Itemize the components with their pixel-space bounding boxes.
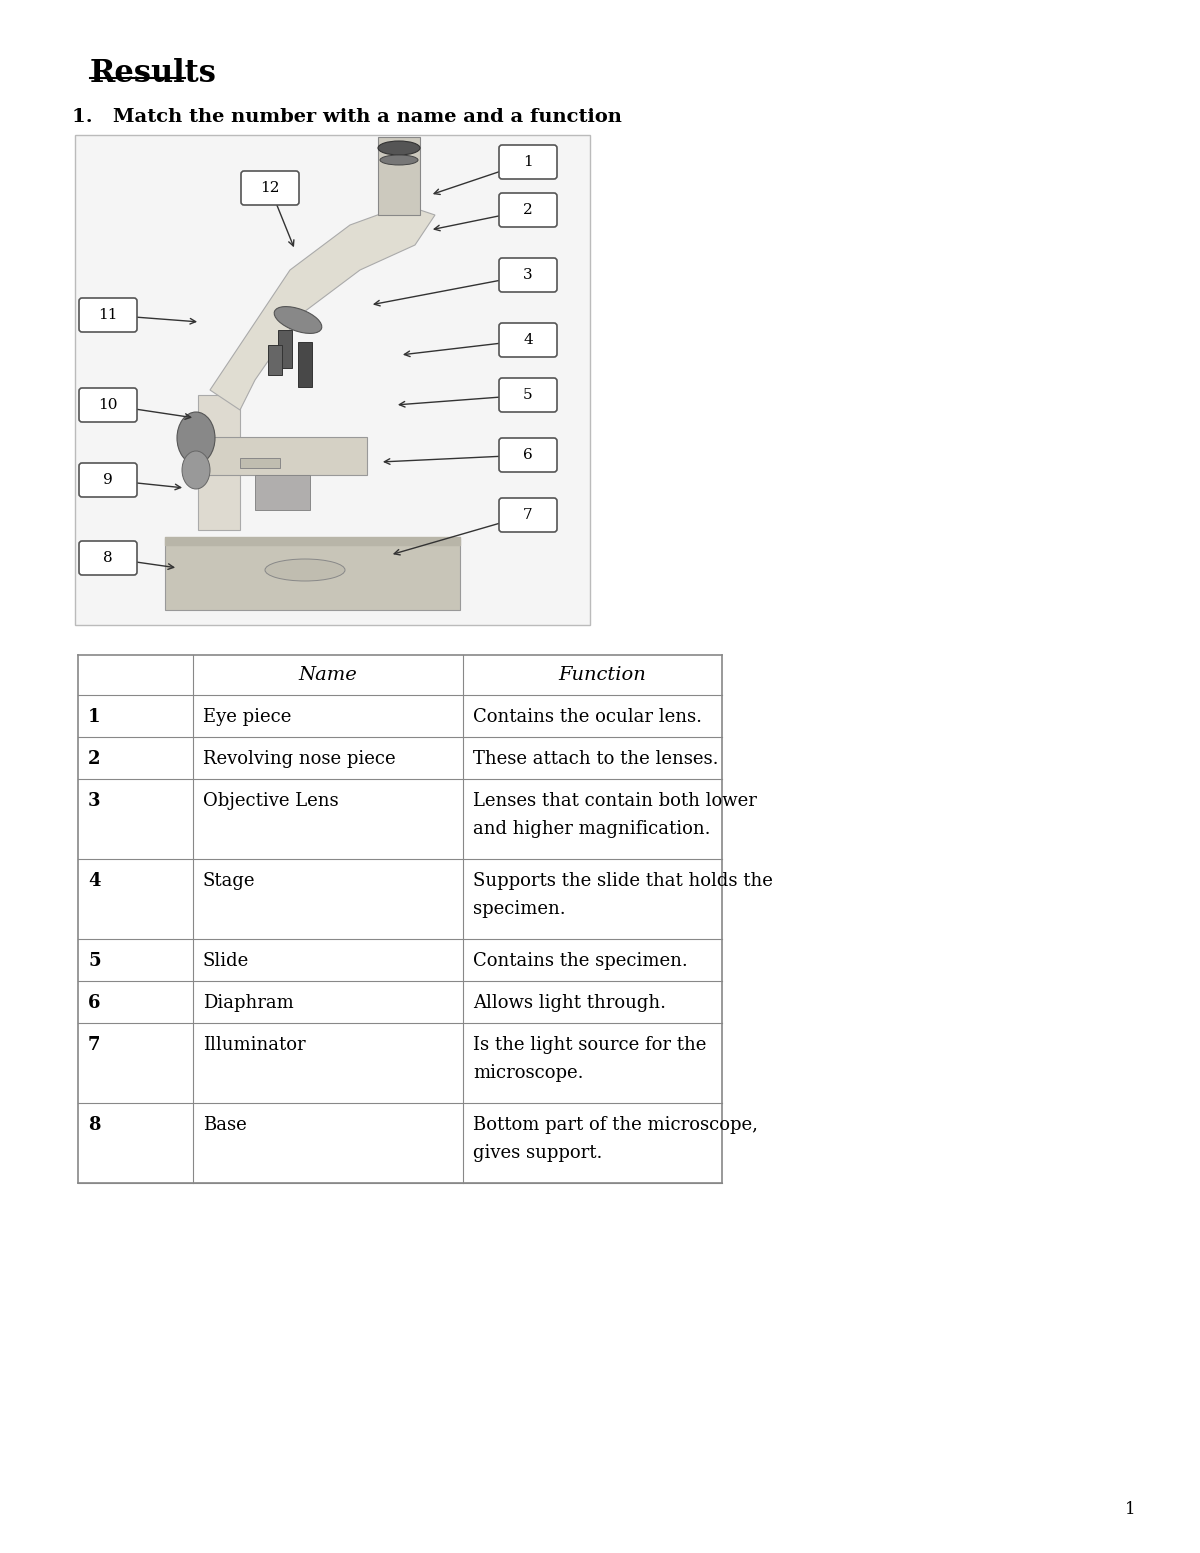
Text: 6: 6 (523, 447, 533, 461)
Text: 3: 3 (523, 269, 533, 283)
FancyBboxPatch shape (298, 342, 312, 387)
FancyBboxPatch shape (79, 388, 137, 422)
Text: 11: 11 (98, 307, 118, 321)
Text: 2: 2 (523, 203, 533, 217)
FancyBboxPatch shape (268, 345, 282, 374)
Text: Supports the slide that holds the: Supports the slide that holds the (473, 871, 773, 890)
FancyBboxPatch shape (79, 540, 137, 575)
Ellipse shape (178, 412, 215, 464)
Text: and higher magnification.: and higher magnification. (473, 820, 710, 839)
Text: 1: 1 (1124, 1502, 1135, 1519)
Text: Results: Results (90, 57, 217, 89)
FancyBboxPatch shape (198, 394, 240, 530)
Text: These attach to the lenses.: These attach to the lenses. (473, 750, 719, 769)
Text: Bottom part of the microscope,: Bottom part of the microscope, (473, 1117, 758, 1134)
FancyBboxPatch shape (79, 298, 137, 332)
FancyBboxPatch shape (499, 438, 557, 472)
Text: Function: Function (559, 666, 647, 683)
Text: 7: 7 (88, 1036, 101, 1054)
Text: Eye piece: Eye piece (203, 708, 292, 725)
FancyBboxPatch shape (499, 499, 557, 533)
Text: 9: 9 (103, 474, 113, 488)
Text: 1.   Match the number with a name and a function: 1. Match the number with a name and a fu… (72, 109, 622, 126)
Text: gives support.: gives support. (473, 1145, 602, 1162)
Text: 7: 7 (523, 508, 533, 522)
FancyBboxPatch shape (499, 377, 557, 412)
Text: 5: 5 (88, 952, 101, 971)
FancyBboxPatch shape (378, 137, 420, 214)
FancyBboxPatch shape (278, 329, 292, 368)
Text: Revolving nose piece: Revolving nose piece (203, 750, 396, 769)
Text: Contains the specimen.: Contains the specimen. (473, 952, 688, 971)
Text: Is the light source for the: Is the light source for the (473, 1036, 707, 1054)
Text: 5: 5 (523, 388, 533, 402)
Text: 8: 8 (88, 1117, 101, 1134)
FancyBboxPatch shape (499, 144, 557, 179)
Text: Allows light through.: Allows light through. (473, 994, 666, 1013)
FancyBboxPatch shape (499, 323, 557, 357)
Text: Illuminator: Illuminator (203, 1036, 306, 1054)
Ellipse shape (182, 450, 210, 489)
Text: 4: 4 (88, 871, 101, 890)
Text: Objective Lens: Objective Lens (203, 792, 338, 811)
Polygon shape (210, 205, 436, 410)
Text: Lenses that contain both lower: Lenses that contain both lower (473, 792, 757, 811)
FancyBboxPatch shape (79, 463, 137, 497)
Ellipse shape (265, 559, 346, 581)
FancyBboxPatch shape (240, 458, 280, 467)
FancyBboxPatch shape (166, 537, 460, 610)
Text: 4: 4 (523, 332, 533, 346)
FancyBboxPatch shape (499, 258, 557, 292)
Text: 3: 3 (88, 792, 101, 811)
Text: 1: 1 (523, 155, 533, 169)
Text: 12: 12 (260, 182, 280, 196)
Text: Slide: Slide (203, 952, 250, 971)
Text: specimen.: specimen. (473, 901, 565, 918)
FancyBboxPatch shape (256, 475, 310, 509)
Ellipse shape (275, 306, 322, 334)
FancyBboxPatch shape (192, 436, 367, 475)
Text: 8: 8 (103, 551, 113, 565)
Text: Diaphram: Diaphram (203, 994, 294, 1013)
Ellipse shape (378, 141, 420, 155)
Text: Name: Name (299, 666, 358, 683)
FancyBboxPatch shape (499, 193, 557, 227)
Ellipse shape (380, 155, 418, 165)
Text: microscope.: microscope. (473, 1064, 583, 1082)
Text: Base: Base (203, 1117, 247, 1134)
Text: 2: 2 (88, 750, 101, 769)
FancyBboxPatch shape (241, 171, 299, 205)
Text: 1: 1 (88, 708, 101, 725)
Text: Stage: Stage (203, 871, 256, 890)
Text: 10: 10 (98, 398, 118, 412)
Text: Contains the ocular lens.: Contains the ocular lens. (473, 708, 702, 725)
Text: 6: 6 (88, 994, 101, 1013)
FancyBboxPatch shape (74, 135, 590, 624)
